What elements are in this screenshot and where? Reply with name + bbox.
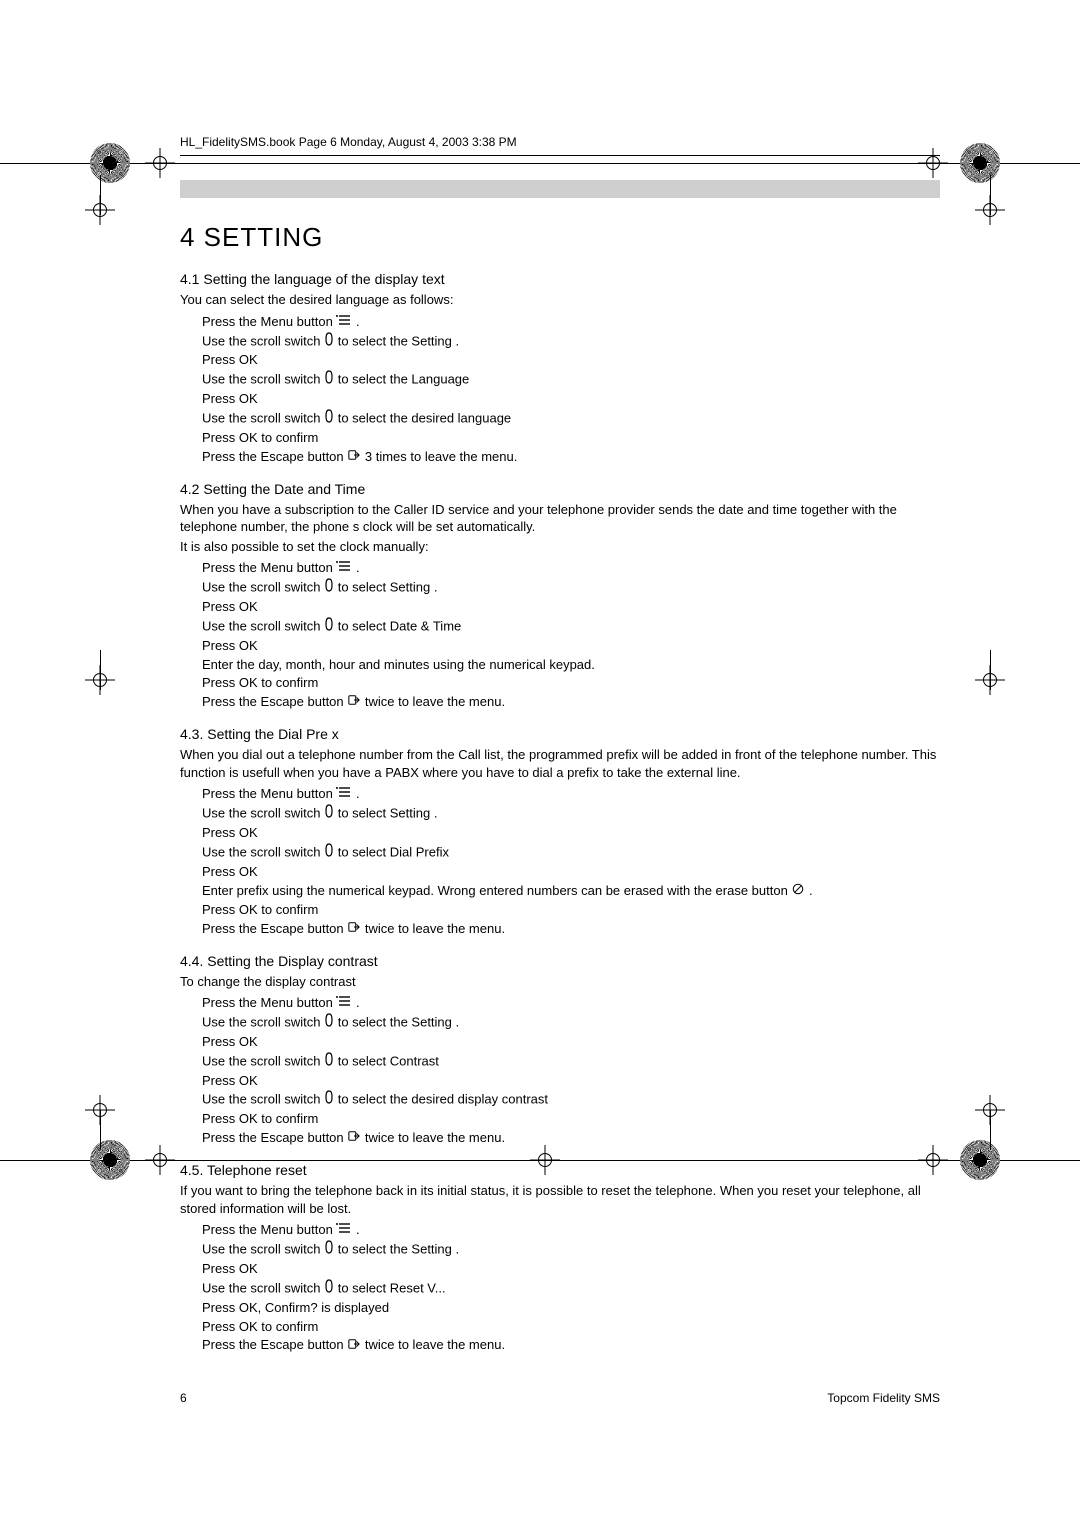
step-line: Press OK to confirm xyxy=(202,1318,940,1337)
section-steps: Press the Menu button .Use the scroll sw… xyxy=(202,785,940,938)
escape-icon xyxy=(347,693,361,712)
step-line: Use the scroll switch to select Setting … xyxy=(202,578,940,598)
step-line: Press OK to confirm xyxy=(202,429,940,448)
step-line: Press OK xyxy=(202,598,940,617)
step-line: Press the Menu button . xyxy=(202,994,940,1013)
step-line: Press OK to confirm xyxy=(202,901,940,920)
scroll-icon xyxy=(324,1052,334,1072)
section-steps: Press the Menu button .Use the scroll sw… xyxy=(202,559,940,712)
section-steps: Press the Menu button .Use the scroll sw… xyxy=(202,994,940,1148)
crop-line-left-mid xyxy=(100,650,101,690)
menu-icon xyxy=(336,559,352,578)
step-line: Press the Menu button . xyxy=(202,1221,940,1240)
scroll-icon xyxy=(324,409,334,429)
step-line: Use the scroll switch to select Date & T… xyxy=(202,617,940,637)
step-line: Use the scroll switch to select Reset V.… xyxy=(202,1279,940,1299)
scroll-icon xyxy=(324,578,334,598)
escape-icon xyxy=(347,920,361,939)
scroll-icon xyxy=(324,843,334,863)
scroll-icon xyxy=(324,1279,334,1299)
sections-container: 4.1 Setting the language of the display … xyxy=(180,271,940,1355)
step-line: Press OK xyxy=(202,637,940,656)
step-line: Press the Menu button . xyxy=(202,559,940,578)
step-line: Press the Escape button 3 times to leave… xyxy=(202,448,940,467)
scroll-icon xyxy=(324,1013,334,1033)
section-steps: Press the Menu button .Use the scroll sw… xyxy=(202,313,940,467)
escape-icon xyxy=(347,448,361,467)
step-line: Press the Escape button twice to leave t… xyxy=(202,1129,940,1148)
section-intro: You can select the desired language as f… xyxy=(180,291,940,309)
section-intro: When you dial out a telephone number fro… xyxy=(180,746,940,781)
step-line: Use the scroll switch to select the Sett… xyxy=(202,332,940,352)
step-line: Press OK xyxy=(202,1260,940,1279)
step-line: Press OK xyxy=(202,351,940,370)
section-heading: 4.2 Setting the Date and Time xyxy=(180,481,940,497)
crop-line-right-mid xyxy=(990,650,991,690)
menu-icon xyxy=(336,994,352,1013)
section-gray-bar xyxy=(180,180,940,198)
crop-line-right-top xyxy=(990,175,991,215)
step-line: Use the scroll switch to select Contrast xyxy=(202,1052,940,1072)
step-line: Press OK, Confirm? is displayed xyxy=(202,1299,940,1318)
step-line: Press the Escape button twice to leave t… xyxy=(202,920,940,939)
step-line: Press OK to confirm xyxy=(202,1110,940,1129)
radial-mark-br xyxy=(960,1140,1000,1180)
scroll-icon xyxy=(324,617,334,637)
section-heading: 4.5. Telephone reset xyxy=(180,1162,940,1178)
step-line: Press OK xyxy=(202,1072,940,1091)
step-line: Use the scroll switch to select the desi… xyxy=(202,1090,940,1110)
chapter-title: 4 SETTING xyxy=(180,222,940,253)
erase-icon xyxy=(791,882,805,901)
step-line: Use the scroll switch to select Setting … xyxy=(202,804,940,824)
section-intro: It is also possible to set the clock man… xyxy=(180,538,940,556)
scroll-icon xyxy=(324,370,334,390)
step-line: Use the scroll switch to select the Lang… xyxy=(202,370,940,390)
menu-icon xyxy=(336,785,352,804)
radial-mark-bl xyxy=(90,1140,130,1180)
running-header: HL_FidelitySMS.book Page 6 Monday, Augus… xyxy=(180,135,940,149)
step-line: Use the scroll switch to select Dial Pre… xyxy=(202,843,940,863)
step-line: Press OK xyxy=(202,863,940,882)
section-heading: 4.3. Setting the Dial Pre x xyxy=(180,726,940,742)
escape-icon xyxy=(347,1129,361,1148)
footer-product-name: Topcom Fidelity SMS xyxy=(827,1391,940,1405)
step-line: Press OK xyxy=(202,390,940,409)
step-line: Press the Escape button twice to leave t… xyxy=(202,693,940,712)
section-intro: When you have a subscription to the Call… xyxy=(180,501,940,536)
step-line: Enter the day, month, hour and minutes u… xyxy=(202,656,940,675)
crop-line-left-top xyxy=(100,175,101,215)
step-line: Press the Escape button twice to leave t… xyxy=(202,1336,940,1355)
step-line: Press OK xyxy=(202,1033,940,1052)
menu-icon xyxy=(336,313,352,332)
scroll-icon xyxy=(324,332,334,352)
crop-line-right-bot xyxy=(990,1110,991,1150)
footer-page-number: 6 xyxy=(180,1391,187,1405)
radial-mark-tr xyxy=(960,143,1000,183)
escape-icon xyxy=(347,1337,361,1356)
reg-mark-top-left xyxy=(145,148,175,178)
scroll-icon xyxy=(324,1240,334,1260)
step-line: Use the scroll switch to select the desi… xyxy=(202,409,940,429)
step-line: Press OK to confirm xyxy=(202,674,940,693)
step-line: Press OK xyxy=(202,824,940,843)
section-heading: 4.4. Setting the Display contrast xyxy=(180,953,940,969)
scroll-icon xyxy=(324,1090,334,1110)
section-intro: To change the display contrast xyxy=(180,973,940,991)
radial-mark-tl xyxy=(90,143,130,183)
section-intro: If you want to bring the telephone back … xyxy=(180,1182,940,1217)
step-line: Use the scroll switch to select the Sett… xyxy=(202,1013,940,1033)
step-line: Press the Menu button . xyxy=(202,785,940,804)
section-heading: 4.1 Setting the language of the display … xyxy=(180,271,940,287)
section-steps: Press the Menu button .Use the scroll sw… xyxy=(202,1221,940,1355)
step-line: Press the Menu button . xyxy=(202,313,940,332)
header-rule xyxy=(180,155,940,156)
step-line: Use the scroll switch to select the Sett… xyxy=(202,1240,940,1260)
crop-line-left-bot xyxy=(100,1110,101,1150)
reg-mark-bottom-left xyxy=(145,1145,175,1175)
page-content: HL_FidelitySMS.book Page 6 Monday, Augus… xyxy=(180,135,940,1359)
menu-icon xyxy=(336,1221,352,1240)
step-line: Enter prefix using the numerical keypad.… xyxy=(202,882,940,901)
scroll-icon xyxy=(324,804,334,824)
